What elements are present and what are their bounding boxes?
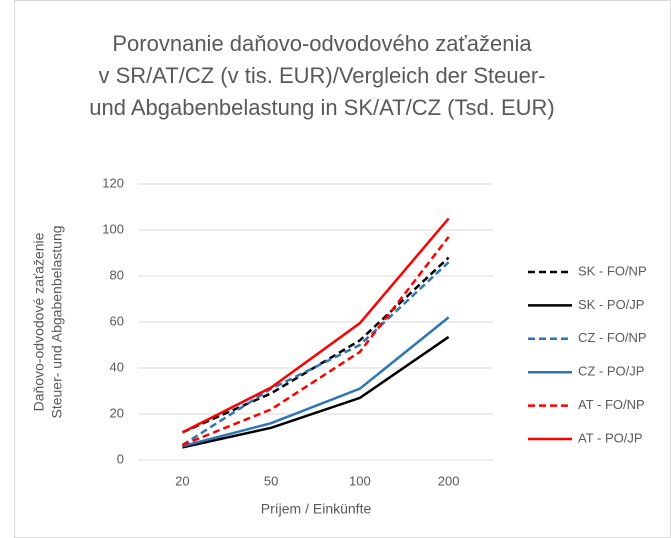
chart-title: Porovnanie daňovo-odvodového zaťaženia <box>112 31 532 56</box>
x-axis-label: Príjem / Einkünfte <box>261 501 372 517</box>
legend-label: CZ - FO/NP <box>578 330 647 345</box>
y-axis-label: Daňovo-odvodové zaťaženie <box>31 232 47 411</box>
chart-frame <box>14 0 671 538</box>
y-axis-label: Steuer- und Abgabenbelastung <box>49 225 65 418</box>
y-tick-label: 60 <box>110 313 124 328</box>
chart-title: und Abgabenbelastung in SK/AT/CZ (Tsd. E… <box>89 95 555 120</box>
series-line <box>181 236 450 447</box>
y-tick-label: 40 <box>110 359 124 374</box>
y-tick-label: 80 <box>110 267 124 282</box>
legend-label: CZ - PO/JP <box>578 364 644 379</box>
legend-label: SK - PO/JP <box>578 297 644 312</box>
x-tick-label: 50 <box>264 473 278 488</box>
x-tick-label: 20 <box>175 473 189 488</box>
legend-label: SK - FO/NP <box>578 263 647 278</box>
series-line <box>182 316 450 448</box>
y-tick-label: 0 <box>117 451 124 466</box>
legend-label: AT - PO/JP <box>578 430 643 445</box>
y-tick-label: 20 <box>110 405 124 420</box>
x-tick-label: 100 <box>349 473 371 488</box>
x-tick-label: 200 <box>438 473 460 488</box>
legend-label: AT - FO/NP <box>578 397 645 412</box>
series-line <box>182 335 450 449</box>
chart-title: v SR/AT/CZ (v tis. EUR)/Vergleich der St… <box>98 63 545 88</box>
y-tick-label: 120 <box>102 175 124 190</box>
series-line <box>181 261 450 447</box>
series-line <box>181 217 450 434</box>
y-tick-label: 100 <box>102 221 124 236</box>
